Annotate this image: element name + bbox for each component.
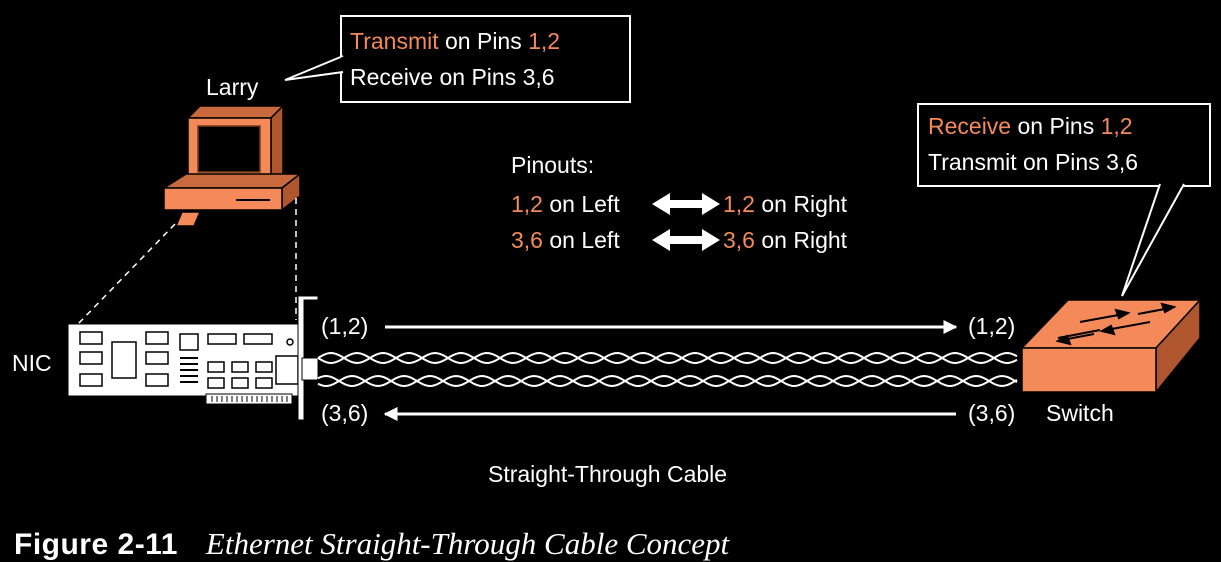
computer-icon [161, 104, 303, 227]
twisted-pair-icon [317, 351, 1018, 388]
pinouts-row-2-left: 3,6 on Left [511, 227, 620, 253]
larry-callout-line2: Receive on Pins 3,6 [350, 64, 555, 90]
figure-title: Ethernet Straight-Through Cable Concept [205, 526, 730, 561]
pinouts-heading: Pinouts: [511, 152, 594, 178]
cable-bottom-left-label: (3,6) [321, 400, 368, 426]
double-arrow-icon [652, 229, 720, 251]
double-arrow-icon [652, 193, 720, 215]
switch-callout-line2: Transmit on Pins 3,6 [928, 149, 1138, 175]
pinouts-row-2-right: 3,6 on Right [723, 227, 848, 253]
straight-through-cable-diagram: Transmit on Pins 1,2 Receive on Pins 3,6… [12, 15, 1211, 487]
pinouts-row-1-left: 1,2 on Left [511, 191, 620, 217]
switch-callout: Receive on Pins 1,2 Transmit on Pins 3,6 [917, 103, 1211, 297]
nic-card-icon [67, 295, 319, 421]
switch-icon [1020, 298, 1202, 395]
larry-callout-line1: Transmit on Pins 1,2 [350, 28, 560, 54]
cable-top-left-label: (1,2) [321, 313, 368, 339]
cable-bottom-right-label: (3,6) [968, 400, 1015, 426]
pinouts: Pinouts: 1,2 on Left 1,2 on Right 3,6 on… [511, 152, 848, 253]
pinouts-row-1-right: 1,2 on Right [723, 191, 848, 217]
zoom-line-left [77, 223, 176, 325]
switch-label: Switch [1046, 400, 1114, 426]
cable-top-right-label: (1,2) [968, 313, 1015, 339]
figure-label: Figure 2-11 [14, 528, 178, 561]
nic-label: NIC [12, 350, 52, 376]
larry-callout: Transmit on Pins 1,2 Receive on Pins 3,6 [284, 15, 631, 103]
switch-callout-line1: Receive on Pins 1,2 [928, 113, 1133, 139]
larry-label: Larry [206, 74, 259, 100]
cable-name: Straight-Through Cable [488, 461, 727, 487]
figure-caption: Figure 2-11 Ethernet Straight-Through Ca… [14, 526, 729, 561]
